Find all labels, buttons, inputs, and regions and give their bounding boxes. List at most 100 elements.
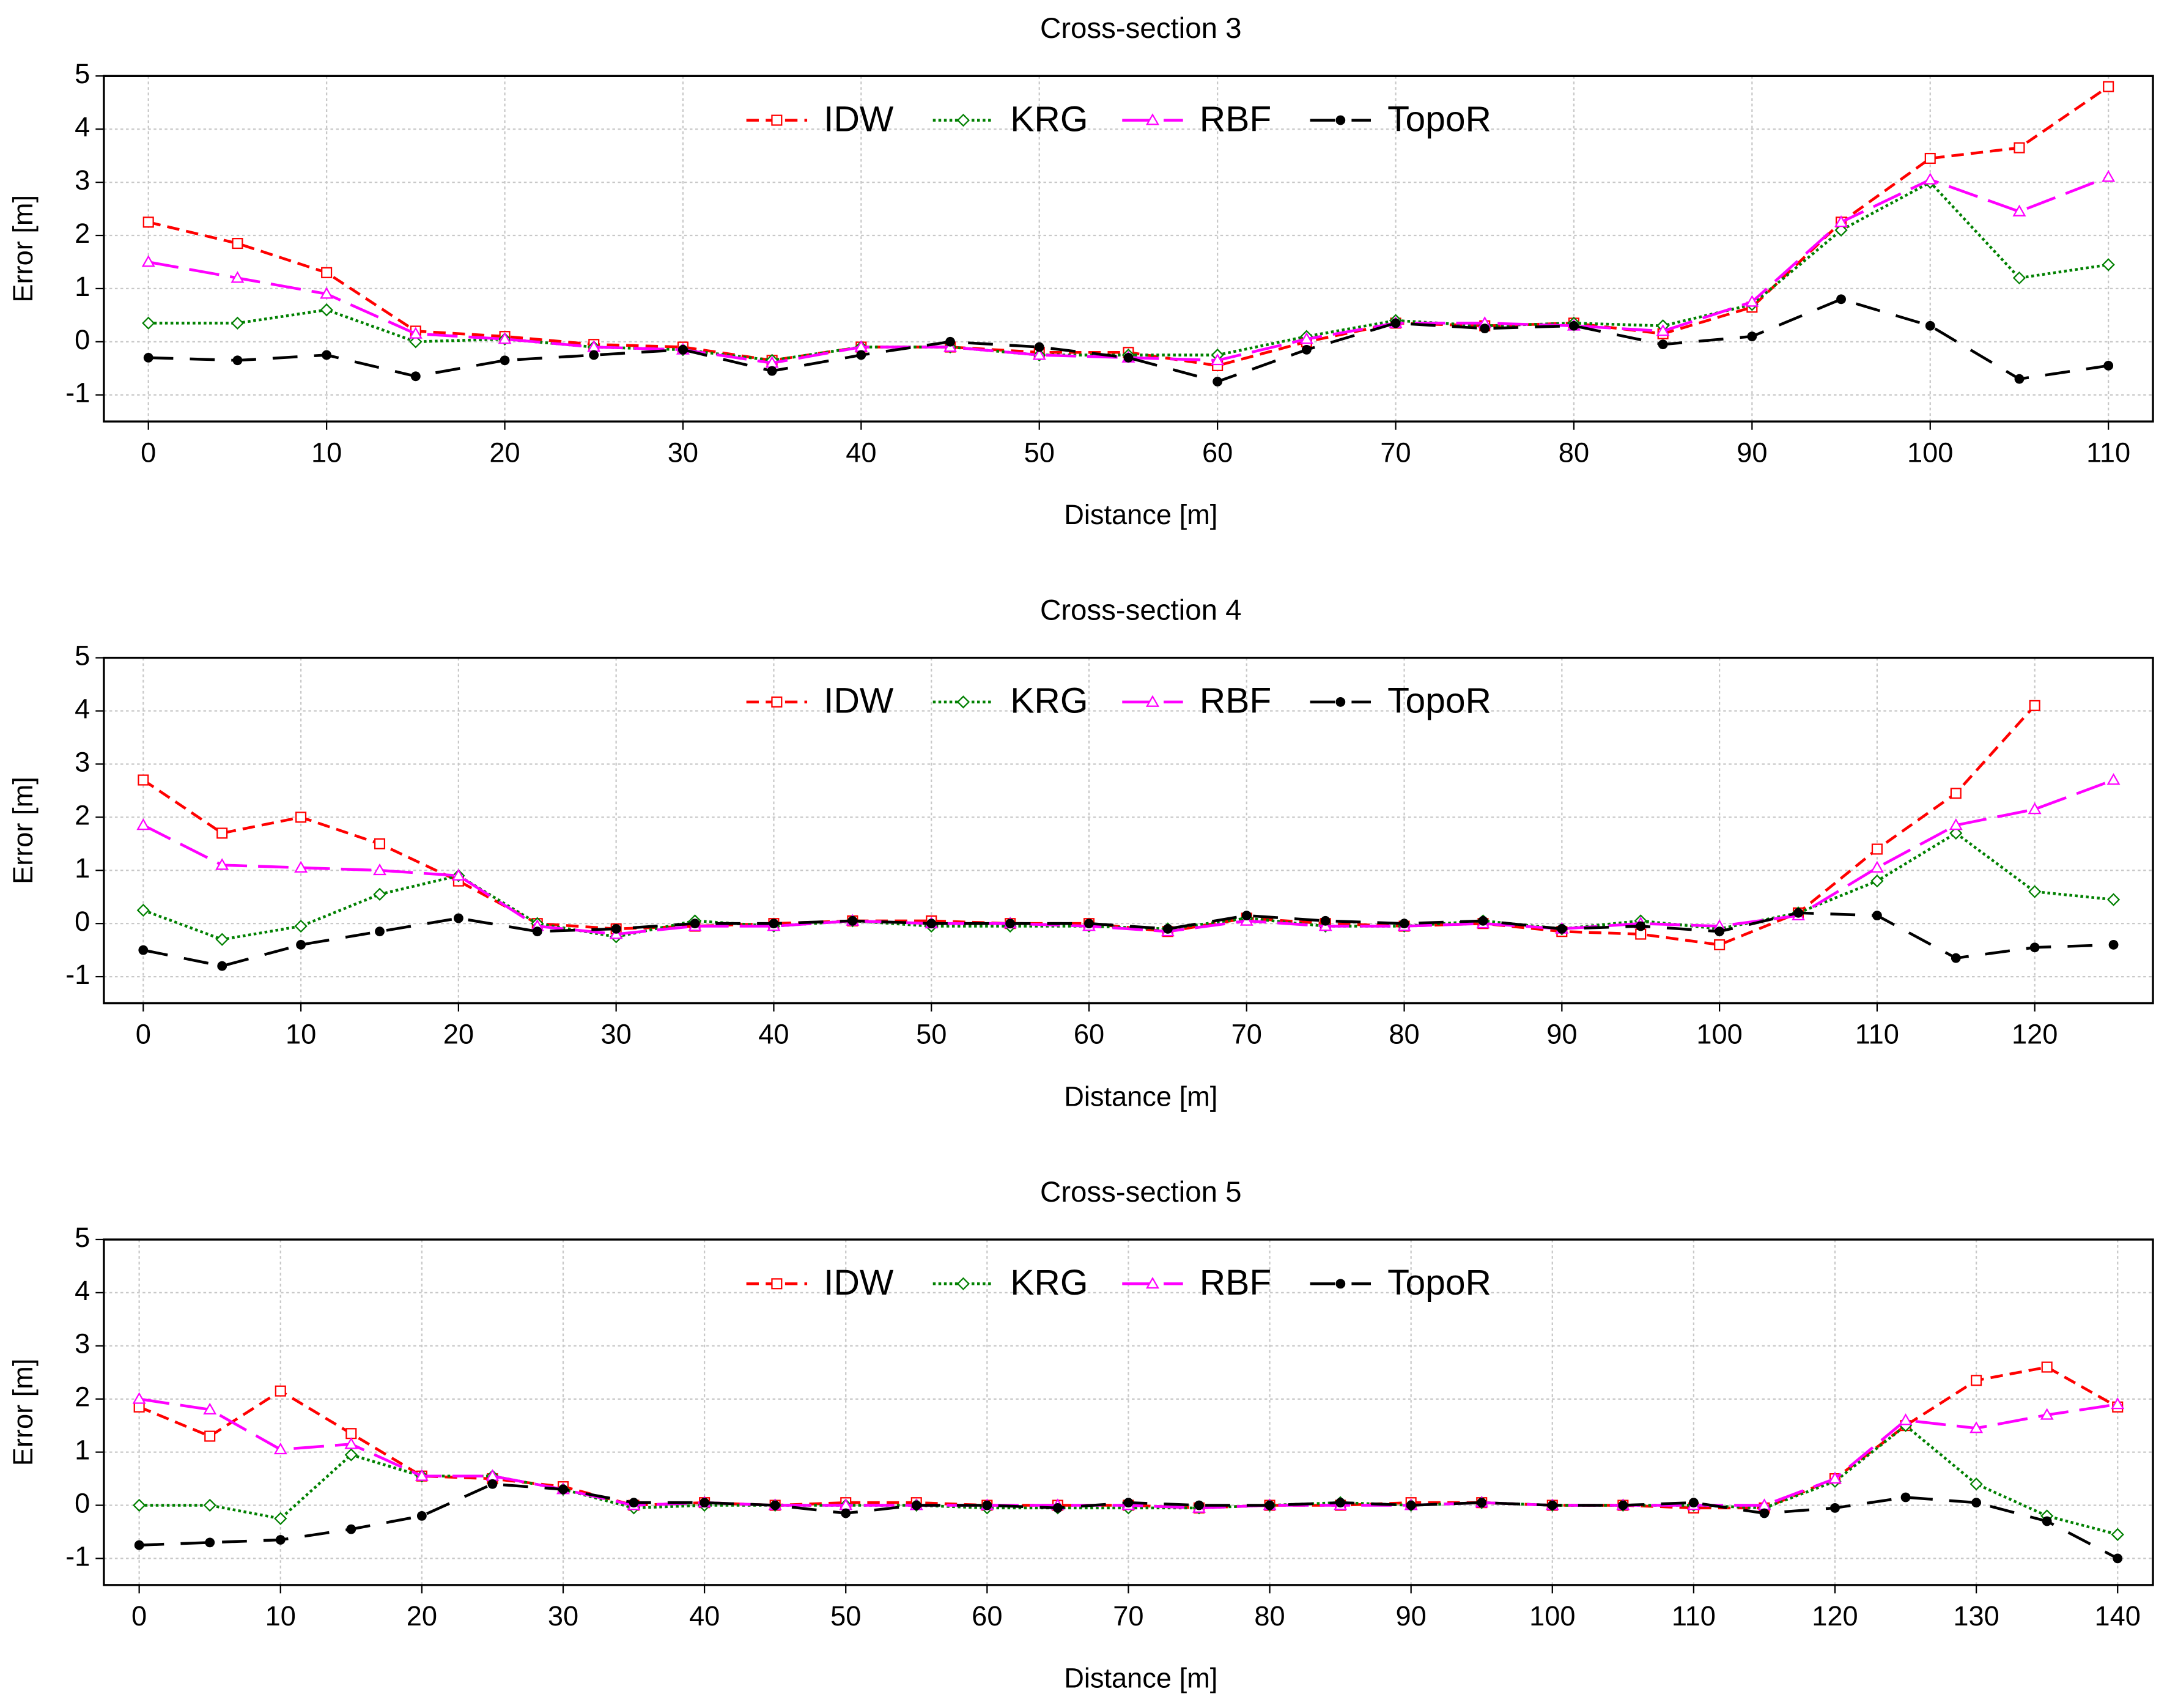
marker — [1301, 344, 1312, 355]
series-line — [142, 911, 2114, 968]
y-tick-label: 4 — [75, 111, 90, 142]
marker — [1656, 324, 1670, 336]
marker — [856, 350, 866, 360]
marker — [1871, 843, 1883, 855]
x-tick-label: 130 — [1953, 1600, 1999, 1632]
marker — [589, 350, 599, 360]
marker — [1399, 919, 1409, 929]
x-tick-label: 90 — [1546, 1019, 1577, 1050]
marker — [1872, 911, 1882, 921]
marker — [1949, 826, 1963, 840]
marker — [2103, 81, 2114, 92]
marker — [1714, 939, 1726, 950]
chart-title: Cross-section 4 — [1040, 594, 1242, 627]
marker — [1194, 1500, 1204, 1510]
marker — [1715, 926, 1725, 937]
marker — [1971, 1498, 1982, 1508]
marker — [346, 1524, 356, 1534]
marker — [1299, 332, 1313, 344]
marker — [205, 1537, 215, 1548]
y-tick-label: 0 — [75, 906, 90, 937]
marker — [373, 887, 386, 901]
legend-marker — [1335, 697, 1346, 707]
legend-marker — [1145, 113, 1159, 125]
marker — [345, 1428, 357, 1440]
marker — [1032, 348, 1046, 360]
marker — [216, 827, 228, 839]
marker — [2041, 1361, 2053, 1373]
chart-panel: Cross-section 4 Distance [m] Error [m] -1 0 1… — [7, 594, 2154, 1112]
marker — [1658, 339, 1668, 350]
marker — [1335, 1498, 1346, 1508]
series-line — [148, 297, 2109, 383]
series-line — [142, 778, 2114, 936]
chart-panel: Cross-section 5 Distance [m] Error [m] -1 0 1… — [7, 1176, 2154, 1694]
marker — [142, 316, 155, 330]
marker — [138, 774, 149, 786]
x-tick-label: 100 — [1907, 437, 1953, 468]
marker — [1830, 1503, 1840, 1513]
marker — [1969, 1477, 1983, 1491]
marker — [1264, 1500, 1275, 1510]
x-tick-label: 110 — [1855, 1019, 1899, 1050]
marker — [133, 1498, 146, 1512]
marker — [1834, 223, 1848, 237]
marker — [453, 913, 463, 923]
x-tick-label: 110 — [1672, 1600, 1716, 1632]
x-axis-label: Distance [m] — [1064, 1081, 1217, 1112]
marker — [141, 255, 155, 267]
x-tick-label: 70 — [1113, 1600, 1143, 1632]
marker — [1480, 323, 1490, 334]
marker — [320, 303, 333, 317]
marker — [1557, 923, 1567, 934]
plot-frame — [103, 75, 2154, 423]
marker — [1870, 874, 1884, 888]
marker — [1034, 342, 1044, 352]
x-tick-label: 50 — [916, 1019, 947, 1050]
x-tick-label: 40 — [758, 1019, 789, 1050]
x-tick-label: 50 — [830, 1600, 861, 1632]
marker — [1477, 1498, 1487, 1508]
x-tick-label: 0 — [131, 1600, 147, 1632]
marker — [203, 1498, 216, 1512]
marker — [498, 332, 512, 344]
marker — [409, 335, 423, 349]
series-line — [148, 180, 2109, 362]
marker — [1759, 1508, 1770, 1518]
x-tick-label: 40 — [689, 1600, 720, 1632]
plot-frame — [103, 656, 2154, 1005]
legend-label: TopoR — [1387, 99, 1491, 139]
legend-marker — [1145, 1276, 1159, 1289]
marker — [1971, 1375, 1982, 1386]
series-line — [148, 176, 2109, 364]
y-tick-label: 3 — [75, 1328, 90, 1359]
x-tick-label: 100 — [1696, 1019, 1742, 1050]
marker — [911, 1500, 921, 1510]
marker — [415, 1469, 429, 1481]
marker — [1478, 915, 1488, 926]
legend-label: RBF — [1200, 99, 1272, 139]
marker — [294, 919, 308, 933]
legend-marker — [771, 696, 783, 708]
legend-label: KRG — [1010, 99, 1088, 139]
y-axis-label: Error [m] — [7, 777, 39, 884]
marker — [1969, 1421, 1984, 1433]
x-tick-label: 60 — [972, 1600, 1002, 1632]
chart-title: Cross-section 5 — [1040, 1176, 1242, 1208]
marker — [132, 1392, 146, 1404]
marker — [1390, 318, 1401, 328]
legend-marker — [771, 1278, 783, 1290]
x-tick-label: 120 — [1812, 1600, 1858, 1632]
marker — [375, 926, 385, 937]
x-axis-label: Distance [m] — [1064, 1663, 1217, 1694]
x-tick-label: 120 — [2012, 1019, 2058, 1050]
marker — [1899, 1413, 1913, 1425]
legend-marker — [771, 114, 783, 126]
chart-panel: Cross-section 3 Distance [m] Error [m] -1 0 1… — [7, 12, 2154, 530]
x-tick-label: 0 — [141, 437, 156, 468]
y-tick-label: 3 — [75, 165, 90, 196]
legend-label: IDW — [824, 681, 894, 721]
marker — [841, 1508, 851, 1518]
marker — [274, 1512, 287, 1525]
marker — [1836, 294, 1846, 305]
